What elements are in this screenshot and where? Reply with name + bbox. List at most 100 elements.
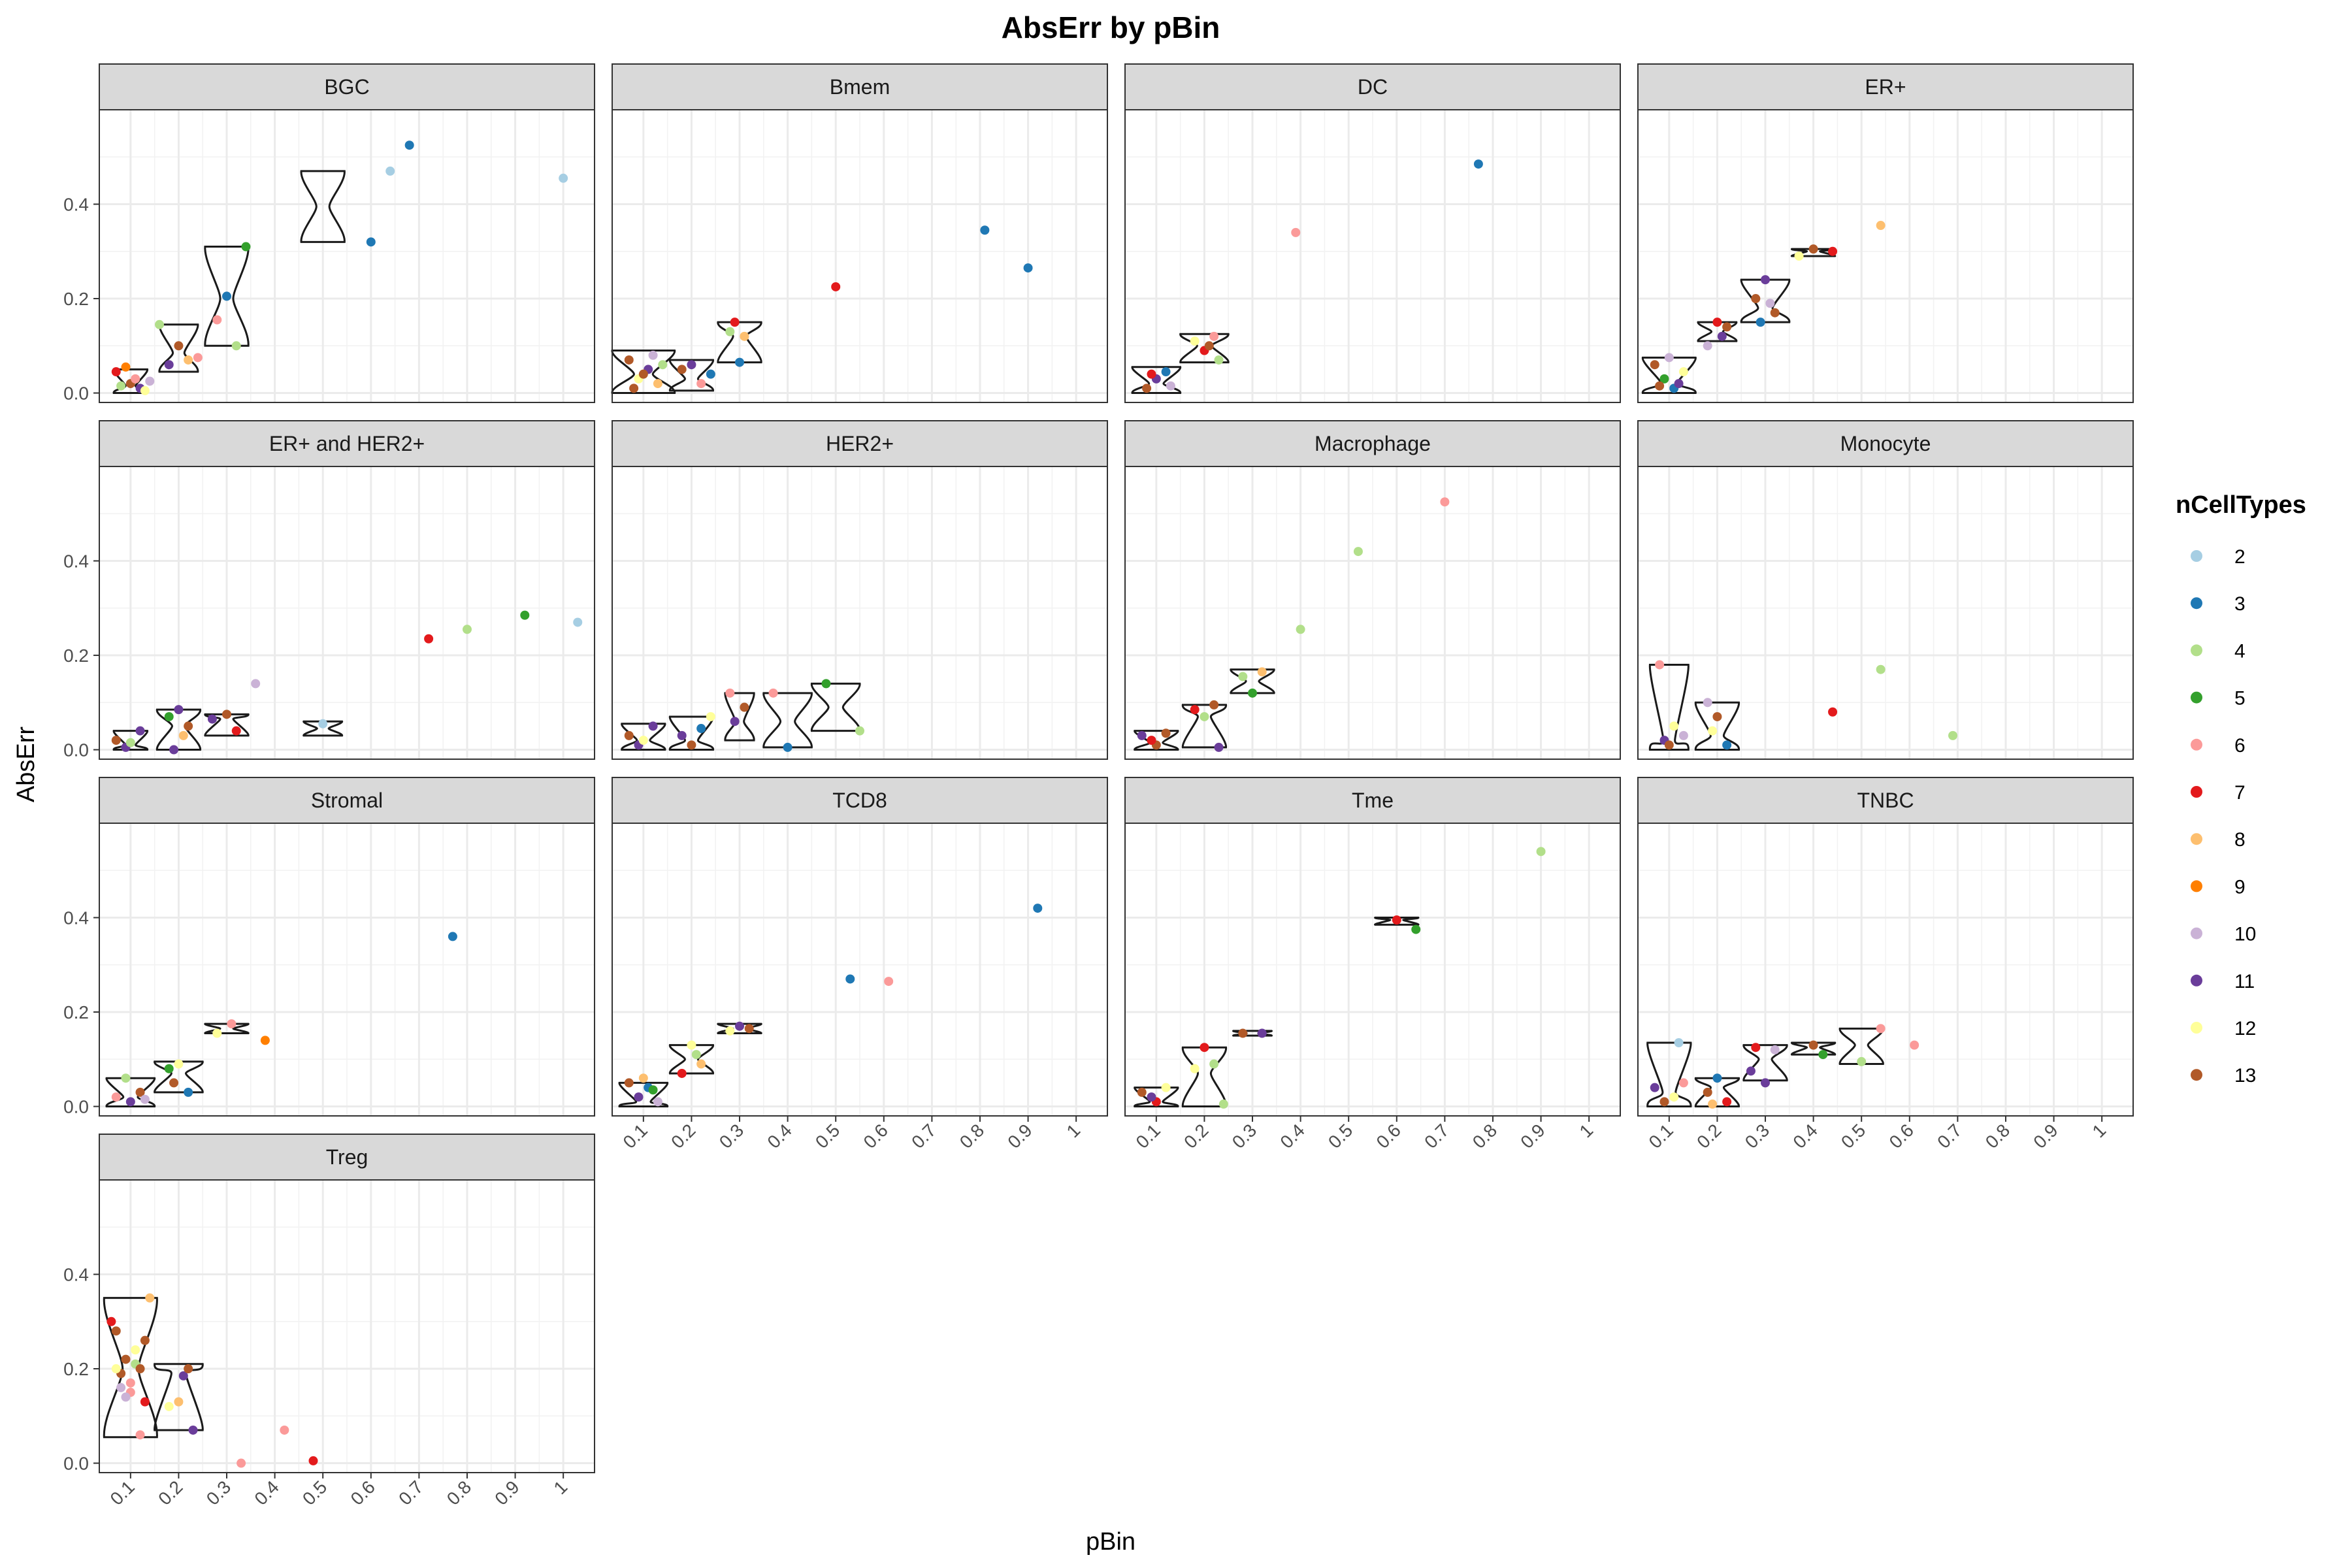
data-point [1473,159,1483,169]
data-point [1876,221,1886,231]
data-point [648,350,658,360]
y-tick-label: 0.4 [63,1265,89,1285]
data-point [164,711,174,721]
data-point [1808,1040,1818,1050]
data-point [448,932,457,941]
legend-key [2191,927,2202,939]
panel-border [99,109,595,403]
data-point [121,1354,131,1364]
data-point [1218,1099,1228,1109]
data-point [237,1458,246,1468]
data-point [1712,711,1722,721]
data-point [691,1050,701,1060]
legend-key [2191,833,2202,845]
facet-strip-label: Tme [1352,789,1394,812]
facet-strip-label: Stromal [311,789,383,812]
data-point [260,1036,270,1045]
data-point [169,1078,179,1088]
data-point [1818,1050,1828,1060]
panel-border [1637,109,2134,403]
data-point [831,282,841,291]
violin [1790,1041,1837,1056]
data-point [1411,924,1421,934]
data-point [1296,625,1305,634]
legend-key [2191,974,2202,987]
y-tick-label: 0.0 [63,1097,89,1117]
violin [302,720,344,737]
data-point [706,711,715,721]
violin [1134,1086,1179,1108]
facet-strip-label: TCD8 [832,789,887,812]
facet-strip [612,420,1108,467]
data-point [184,1364,193,1374]
data-point [135,1364,145,1374]
data-point [1655,381,1665,391]
data-point [696,724,706,734]
data-point [1678,367,1688,377]
facet-panels: BGC 0.0 0.2 0.4 Bmem DC ER+ ER+ and HER2+ 0.0 0.2… [63,63,2134,1509]
data-point [1828,707,1838,717]
data-point [184,721,193,731]
data-point [1248,688,1258,698]
facet-panel: HER2+ [612,420,1108,760]
data-point [624,355,634,365]
legend: nCellTypes 2 3 4 5 6 7 8 9 10 11 12 13 [2176,491,2306,1086]
data-point [366,237,376,247]
violin [1648,663,1690,751]
data-point [821,679,831,689]
facet-panel: Bmem [611,63,1108,403]
panel-border [1637,466,2134,760]
data-point [231,341,241,351]
legend-label: 6 [2234,735,2246,757]
data-point [1238,1028,1248,1038]
data-point [624,730,634,740]
data-point [1708,1099,1718,1109]
data-point [1209,331,1219,341]
data-point [980,225,990,235]
data-point [1664,353,1674,363]
data-point [174,1059,184,1069]
facet-strip [1637,420,2134,467]
data-point [184,355,193,365]
data-point [629,384,639,393]
data-point [1722,322,1732,332]
data-point [1536,847,1546,857]
data-point [207,714,217,724]
data-point [1674,379,1684,389]
facet-strip [1124,420,1621,467]
panel-border [99,823,595,1117]
data-point [687,360,696,370]
panel-border [612,823,1108,1117]
facet-panel: BGC 0.0 0.2 0.4 [63,63,595,404]
data-point [687,1040,696,1050]
data-point [111,1364,121,1374]
data-point [1161,1083,1171,1092]
facet-strip [1637,63,2134,110]
data-point [520,610,530,620]
data-point [1137,730,1147,740]
legend-label: 9 [2234,876,2246,898]
violin [1694,1077,1740,1108]
data-point [1650,360,1659,370]
data-point [121,362,131,372]
data-point [1761,275,1771,285]
legend-key [2191,644,2202,657]
facet-strip-label: Bmem [830,75,890,99]
data-point [1678,1078,1688,1088]
data-point [1828,246,1838,256]
data-point [1650,1083,1659,1092]
data-point [1722,1097,1732,1107]
data-point [730,717,740,727]
data-point [1876,664,1886,674]
data-point [111,367,121,377]
data-point [706,369,715,379]
data-point [573,617,583,627]
data-point [653,1097,662,1107]
x-axis-title: pBin [1086,1528,1135,1556]
data-point [884,977,894,987]
data-point [648,1085,658,1095]
data-point [251,679,261,689]
facet-panel: ER+ [1637,63,2134,403]
